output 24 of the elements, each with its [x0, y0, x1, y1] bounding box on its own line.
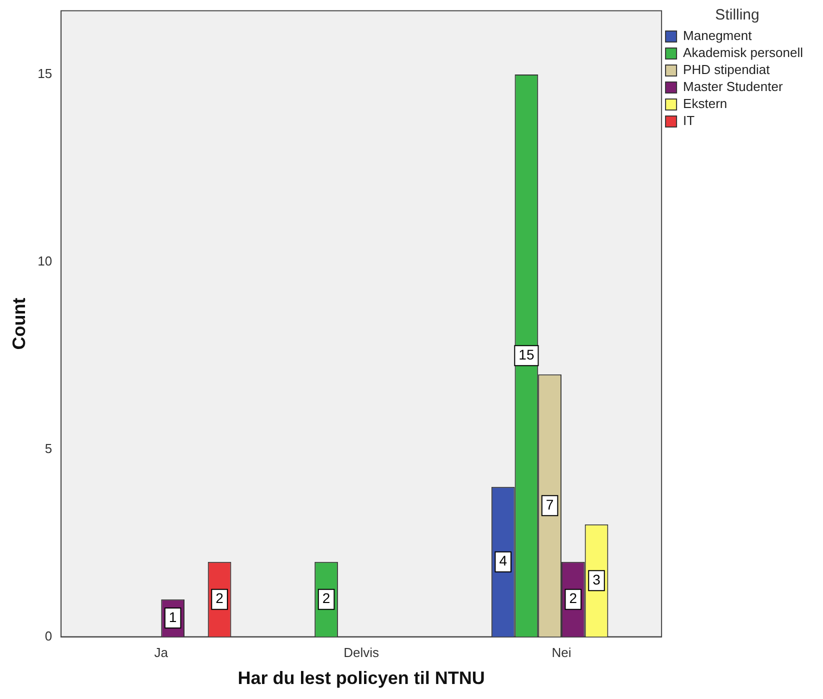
data-label: 2	[322, 590, 330, 606]
data-label: 3	[592, 571, 601, 588]
y-tick-label: 0	[44, 628, 52, 644]
x-axis-title: Har du lest policyen til NTNU	[238, 668, 485, 688]
y-tick-label: 5	[44, 440, 52, 456]
legend-label: IT	[683, 113, 695, 128]
legend-label: Manegment	[683, 28, 752, 44]
x-tick-label: Nei	[552, 645, 572, 660]
data-label: 7	[546, 496, 554, 512]
data-label: 2	[569, 590, 578, 606]
y-tick-label: 15	[38, 66, 52, 82]
legend-label: Master Studenter	[683, 79, 784, 94]
data-label: 4	[499, 552, 508, 569]
x-tick-label: Delvis	[344, 645, 380, 660]
data-label: 2	[216, 590, 224, 606]
y-axis-title: Count	[8, 298, 29, 350]
data-label: 15	[518, 346, 534, 363]
x-tick-label: Ja	[154, 645, 169, 660]
legend-label: Akademisk personell	[683, 45, 804, 60]
legend-label: PHD stipendiat	[683, 62, 770, 78]
legend-title: Stilling	[715, 6, 760, 24]
legend-label: Ekstern	[683, 96, 728, 112]
y-tick-label: 10	[38, 254, 52, 269]
data-label: 1	[168, 608, 177, 625]
